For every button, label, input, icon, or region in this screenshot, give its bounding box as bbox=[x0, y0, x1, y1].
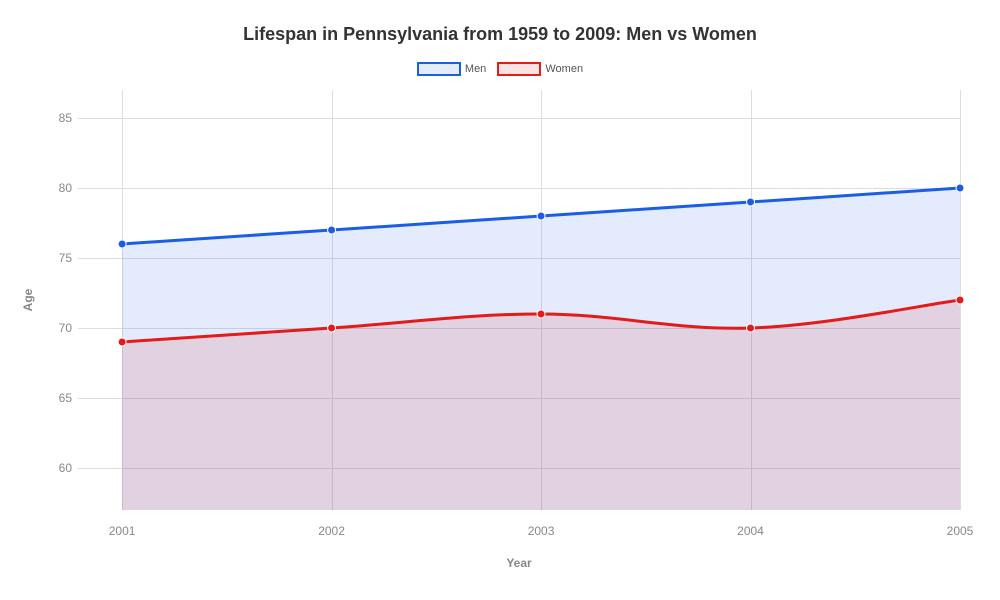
plot-svg bbox=[78, 90, 960, 510]
series-marker-women[interactable] bbox=[537, 310, 545, 318]
y-tick: 70 bbox=[48, 321, 72, 335]
chart-container: Lifespan in Pennsylvania from 1959 to 20… bbox=[0, 0, 1000, 600]
chart-title: Lifespan in Pennsylvania from 1959 to 20… bbox=[0, 24, 1000, 45]
series-marker-men[interactable] bbox=[328, 226, 336, 234]
y-tick: 65 bbox=[48, 391, 72, 405]
legend-label-men: Men bbox=[465, 63, 486, 75]
y-tick: 75 bbox=[48, 251, 72, 265]
series-marker-men[interactable] bbox=[956, 184, 964, 192]
legend-swatch-men bbox=[417, 62, 461, 76]
legend: Men Women bbox=[0, 62, 1000, 79]
legend-item-women[interactable]: Women bbox=[497, 62, 583, 76]
series-marker-men[interactable] bbox=[747, 198, 755, 206]
x-tick: 2001 bbox=[109, 524, 136, 538]
x-tick: 2003 bbox=[528, 524, 555, 538]
series-marker-women[interactable] bbox=[328, 324, 336, 332]
legend-label-women: Women bbox=[545, 63, 583, 75]
series-marker-women[interactable] bbox=[747, 324, 755, 332]
y-tick: 80 bbox=[48, 181, 72, 195]
y-tick: 85 bbox=[48, 111, 72, 125]
x-tick: 2005 bbox=[947, 524, 974, 538]
series-marker-men[interactable] bbox=[537, 212, 545, 220]
x-axis-label: Year bbox=[506, 556, 531, 570]
y-axis-label: Age bbox=[21, 289, 35, 312]
series-marker-men[interactable] bbox=[118, 240, 126, 248]
x-tick: 2002 bbox=[318, 524, 345, 538]
y-tick: 60 bbox=[48, 461, 72, 475]
legend-swatch-women bbox=[497, 62, 541, 76]
series-marker-women[interactable] bbox=[118, 338, 126, 346]
legend-item-men[interactable]: Men bbox=[417, 62, 486, 76]
x-tick: 2004 bbox=[737, 524, 764, 538]
series-marker-women[interactable] bbox=[956, 296, 964, 304]
plot-area bbox=[78, 90, 960, 510]
